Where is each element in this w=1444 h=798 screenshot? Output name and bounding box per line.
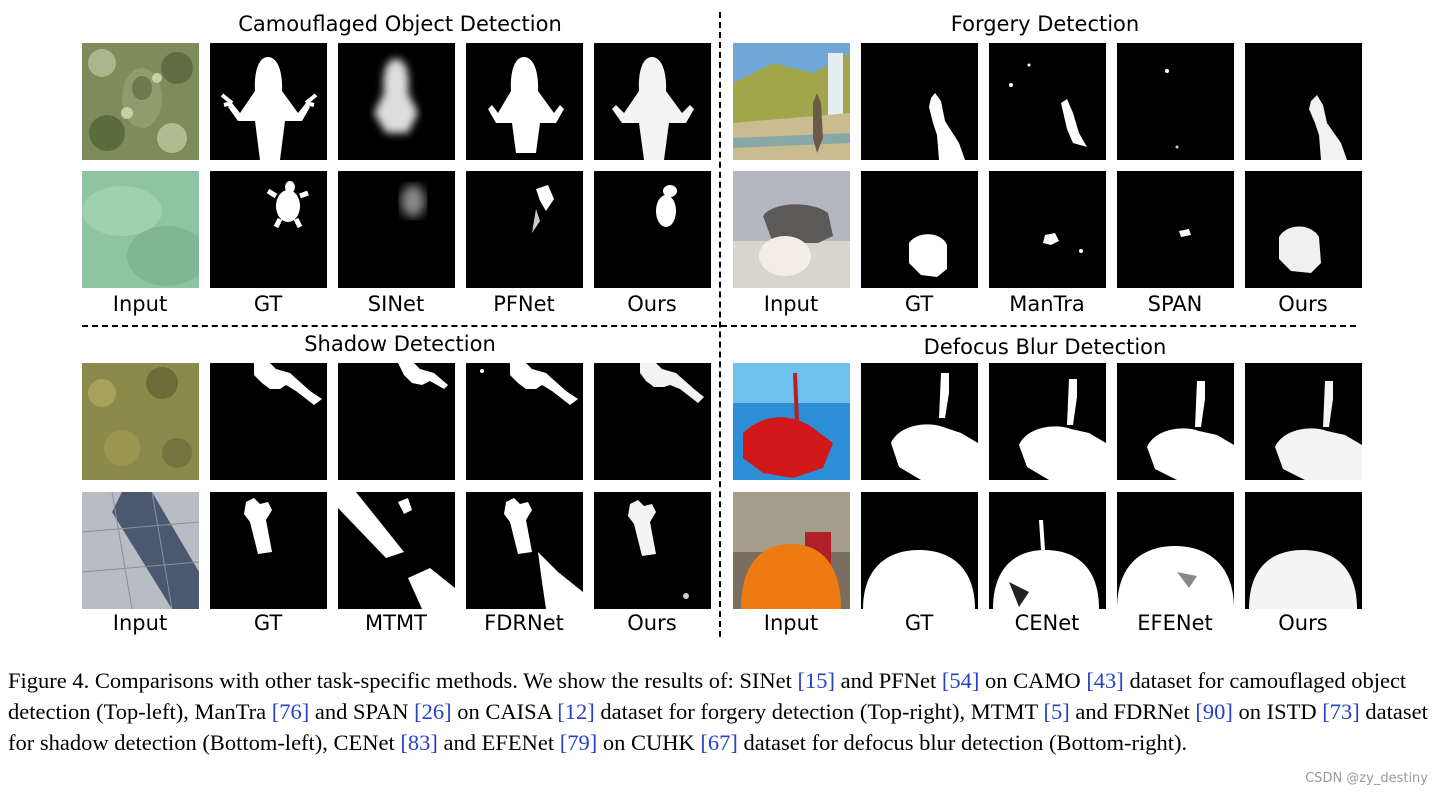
shadow-row1-ours-mask xyxy=(594,363,711,480)
citation-link[interactable]: [67] xyxy=(700,730,738,755)
forgery-row1-ours-mask xyxy=(1245,43,1362,160)
caption-text: and SPAN xyxy=(309,699,415,724)
forgery-label-ours: Ours xyxy=(1278,292,1328,316)
shadow-row1-gt-mask xyxy=(210,363,327,480)
shadow-row2-ours-mask xyxy=(594,492,711,609)
forgery-row2-ours-mask xyxy=(1245,171,1362,288)
defocus-row2-input-image xyxy=(733,492,850,609)
caption-text: dataset for shadow detection (Bottom-lef… xyxy=(8,699,1428,755)
shadow-row2-fdrnet-mask xyxy=(466,492,583,609)
camo-row2-gt-mask xyxy=(210,171,327,288)
defocus-label-ours: Ours xyxy=(1278,611,1328,635)
caption-text: and EFENet xyxy=(437,730,560,755)
forgery-row1-gt-mask xyxy=(861,43,978,160)
shadow-row2-input-image xyxy=(82,492,199,609)
camo-row2-ours-mask xyxy=(594,171,711,288)
forgery-row1-span-mask xyxy=(1117,43,1234,160)
forgery-row2-input-image xyxy=(733,171,850,288)
caption-text: Figure 4. Comparisons with other task-sp… xyxy=(8,668,798,693)
vertical-separator xyxy=(719,12,721,637)
caption-text: on CAISA xyxy=(451,699,558,724)
quad-title-forgery: Forgery Detection xyxy=(950,12,1140,36)
quad-title-camouflaged: Camouflaged Object Detection xyxy=(238,12,562,36)
camo-row2-sinet-mask xyxy=(338,171,455,288)
shadow-label-gt: GT xyxy=(253,611,283,635)
forgery-row2-mantra-mask xyxy=(989,171,1106,288)
defocus-row1-efenet-mask xyxy=(1117,363,1234,480)
defocus-label-efenet: EFENet xyxy=(1137,611,1213,635)
forgery-label-mantra: ManTra xyxy=(1009,292,1085,316)
defocus-row2-efenet-mask xyxy=(1117,492,1234,609)
forgery-label-input: Input xyxy=(763,292,819,316)
citation-link[interactable]: [73] xyxy=(1322,699,1360,724)
defocus-row1-input-image xyxy=(733,363,850,480)
caption-text: on CAMO xyxy=(979,668,1087,693)
shadow-row1-fdrnet-mask xyxy=(466,363,583,480)
forgery-row2-span-mask xyxy=(1117,171,1234,288)
shadow-label-input: Input xyxy=(112,611,168,635)
citation-link[interactable]: [43] xyxy=(1086,668,1124,693)
defocus-row2-gt-mask xyxy=(861,492,978,609)
forgery-row1-input-image xyxy=(733,43,850,160)
watermark: CSDN @zy_destiny xyxy=(1305,771,1428,786)
camo-label-input: Input xyxy=(112,292,168,316)
shadow-label-ours: Ours xyxy=(627,611,677,635)
citation-link[interactable]: [54] xyxy=(941,668,980,693)
defocus-row1-cenet-mask xyxy=(989,363,1106,480)
camo-row1-ours-mask xyxy=(594,43,711,160)
citation-link[interactable]: [79] xyxy=(559,730,598,755)
caption-text: dataset for forgery detection (Top-right… xyxy=(594,699,1044,724)
camo-label-ours: Ours xyxy=(627,292,677,316)
defocus-row2-cenet-mask xyxy=(989,492,1106,609)
citation-link[interactable]: [26] xyxy=(414,699,452,724)
shadow-label-fdrnet: FDRNet xyxy=(484,611,564,635)
citation-link[interactable]: [90] xyxy=(1195,699,1233,724)
horizontal-separator xyxy=(82,325,1356,327)
camo-label-pfnet: PFNet xyxy=(493,292,555,316)
forgery-row1-mantra-mask xyxy=(989,43,1106,160)
forgery-row2-gt-mask xyxy=(861,171,978,288)
caption-text: and FDRNet xyxy=(1069,699,1196,724)
citation-link[interactable]: [5] xyxy=(1043,699,1070,724)
camo-row2-pfnet-mask xyxy=(466,171,583,288)
shadow-row2-gt-mask xyxy=(210,492,327,609)
citation-link[interactable]: [83] xyxy=(400,730,438,755)
camo-row2-input-image xyxy=(82,171,199,288)
defocus-label-gt: GT xyxy=(904,611,934,635)
forgery-label-span: SPAN xyxy=(1147,292,1203,316)
defocus-row2-ours-mask xyxy=(1245,492,1362,609)
citation-link[interactable]: [76] xyxy=(271,699,310,724)
caption-text: on ISTD xyxy=(1232,699,1323,724)
quad-title-defocus: Defocus Blur Detection xyxy=(923,335,1167,359)
shadow-row1-mtmt-mask xyxy=(338,363,455,480)
defocus-row1-gt-mask xyxy=(861,363,978,480)
shadow-label-mtmt: MTMT xyxy=(365,611,427,635)
caption-text: and PFNet xyxy=(835,668,942,693)
camo-row1-input-image xyxy=(82,43,199,160)
camo-row1-gt-mask xyxy=(210,43,327,160)
shadow-row1-input-image xyxy=(82,363,199,480)
caption-text: dataset for camouflaged object detection… xyxy=(8,668,1407,724)
figure-caption: Figure 4. Comparisons with other task-sp… xyxy=(8,665,1438,758)
quad-title-shadow: Shadow Detection xyxy=(304,332,496,356)
caption-text: on CUHK xyxy=(597,730,701,755)
camo-row1-pfnet-mask xyxy=(466,43,583,160)
caption-text: dataset for defocus blur detection (Bott… xyxy=(737,730,1188,755)
forgery-label-gt: GT xyxy=(904,292,934,316)
defocus-label-cenet: CENet xyxy=(1014,611,1080,635)
camo-row1-sinet-mask xyxy=(338,43,455,160)
citation-link[interactable]: [12] xyxy=(557,699,595,724)
defocus-row1-ours-mask xyxy=(1245,363,1362,480)
camo-label-gt: GT xyxy=(253,292,283,316)
shadow-row2-mtmt-mask xyxy=(338,492,455,609)
camo-label-sinet: SINet xyxy=(367,292,425,316)
defocus-label-input: Input xyxy=(763,611,819,635)
citation-link[interactable]: [15] xyxy=(797,668,836,693)
